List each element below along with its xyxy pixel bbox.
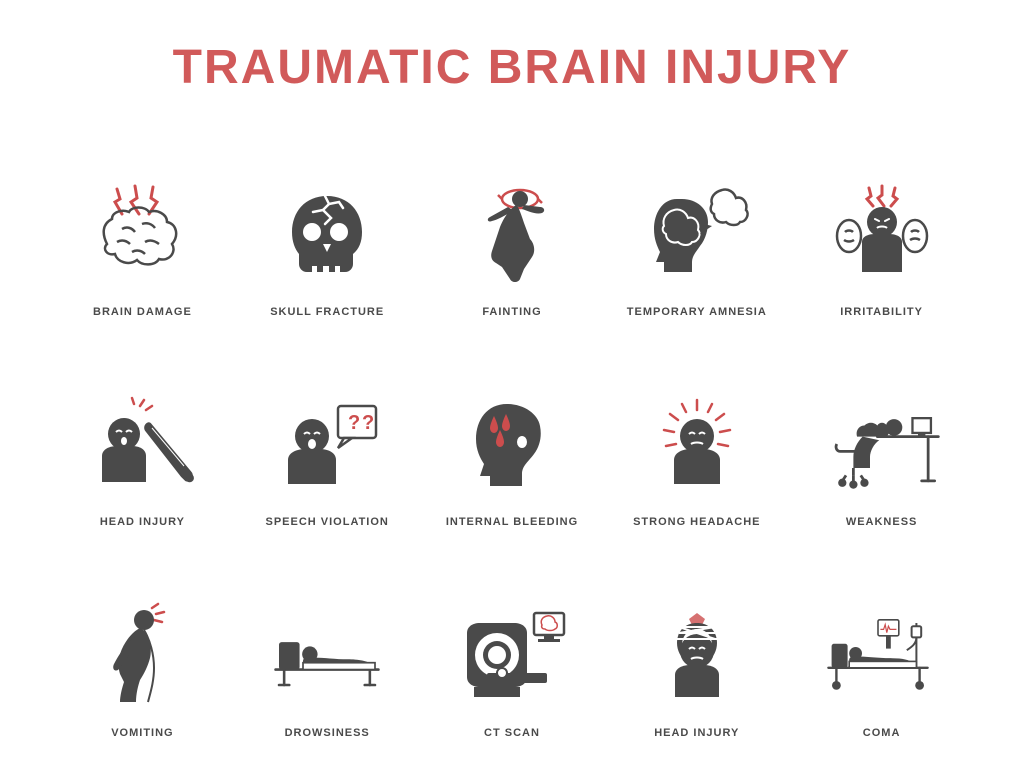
- cell-drowsiness: DROWSINESS: [245, 556, 410, 739]
- label-ct-scan: CT SCAN: [484, 727, 540, 739]
- speech-violation-icon: ? ?: [267, 384, 387, 504]
- cell-ct-scan: CT SCAN: [430, 556, 595, 739]
- label-fainting: FAINTING: [482, 306, 541, 318]
- head-injury-bat-icon: [82, 384, 202, 504]
- label-strong-headache: STRONG HEADACHE: [633, 516, 760, 528]
- svg-text:?: ?: [348, 412, 360, 434]
- cell-internal-bleeding: INTERNAL BLEEDING: [430, 346, 595, 529]
- label-drowsiness: DROWSINESS: [285, 727, 370, 739]
- infographic-container: TRAUMATIC BRAIN INJURY: [0, 0, 1024, 769]
- cell-brain-damage: BRAIN DAMAGE: [60, 135, 225, 318]
- head-injury-bandage-icon: [637, 595, 757, 715]
- temporary-amnesia-icon: [637, 174, 757, 294]
- symptom-grid: BRAIN DAMAGE SKULL FRACTURE: [60, 135, 964, 739]
- cell-coma: COMA: [799, 556, 964, 739]
- label-weakness: WEAKNESS: [846, 516, 918, 528]
- fainting-icon: [452, 174, 572, 294]
- cell-fainting: FAINTING: [430, 135, 595, 318]
- cell-speech-violation: ? ? SPEECH VIOLATION: [245, 346, 410, 529]
- label-temporary-amnesia: TEMPORARY AMNESIA: [627, 306, 767, 318]
- label-head-injury-bandage: HEAD INJURY: [654, 727, 739, 739]
- skull-fracture-icon: [267, 174, 387, 294]
- vomiting-icon: [82, 595, 202, 715]
- label-irritability: IRRITABILITY: [840, 306, 923, 318]
- cell-irritability: IRRITABILITY: [799, 135, 964, 318]
- svg-text:?: ?: [362, 412, 374, 434]
- ct-scan-icon: [452, 595, 572, 715]
- cell-strong-headache: STRONG HEADACHE: [614, 346, 779, 529]
- drowsiness-icon: [267, 595, 387, 715]
- label-vomiting: VOMITING: [111, 727, 173, 739]
- label-internal-bleeding: INTERNAL BLEEDING: [446, 516, 578, 528]
- label-brain-damage: BRAIN DAMAGE: [93, 306, 192, 318]
- label-coma: COMA: [863, 727, 901, 739]
- weakness-icon: [822, 384, 942, 504]
- cell-weakness: WEAKNESS: [799, 346, 964, 529]
- internal-bleeding-icon: [452, 384, 572, 504]
- cell-skull-fracture: SKULL FRACTURE: [245, 135, 410, 318]
- irritability-icon: [822, 174, 942, 294]
- strong-headache-icon: [637, 384, 757, 504]
- brain-damage-icon: [82, 174, 202, 294]
- cell-head-injury-bandage: HEAD INJURY: [614, 556, 779, 739]
- cell-vomiting: VOMITING: [60, 556, 225, 739]
- label-head-injury-bat: HEAD INJURY: [100, 516, 185, 528]
- coma-icon: [822, 595, 942, 715]
- cell-temporary-amnesia: TEMPORARY AMNESIA: [614, 135, 779, 318]
- page-title: TRAUMATIC BRAIN INJURY: [60, 40, 964, 95]
- label-skull-fracture: SKULL FRACTURE: [270, 306, 384, 318]
- label-speech-violation: SPEECH VIOLATION: [266, 516, 389, 528]
- cell-head-injury-bat: HEAD INJURY: [60, 346, 225, 529]
